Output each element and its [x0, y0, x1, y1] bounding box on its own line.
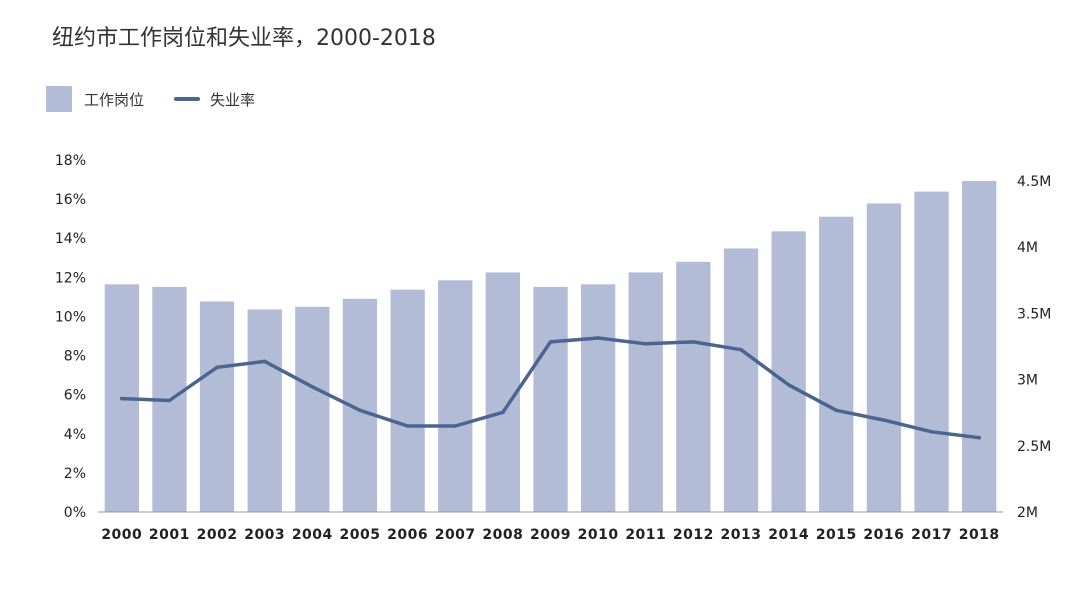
bar-2011: [628, 272, 663, 512]
x-tick-label: 2003: [244, 527, 285, 543]
y-left-tick-label: 2%: [64, 466, 86, 482]
unemployment-point-2009: [548, 340, 553, 344]
unemployment-point-2004: [310, 385, 315, 389]
chart-title: 纽约市工作岗位和失业率，2000-2018: [52, 26, 436, 51]
unemployment-point-2000: [120, 396, 124, 401]
x-tick-label: 2001: [149, 527, 190, 543]
unemployment-point-2002: [215, 365, 219, 370]
legend-label-unemployment: 失业率: [210, 90, 256, 109]
y-left-tick-label: 14%: [55, 231, 86, 247]
x-tick-label: 2016: [863, 527, 904, 543]
bar-2018: [962, 181, 997, 512]
unemployment-point-2015: [834, 408, 839, 413]
unemployment-point-2012: [691, 340, 696, 344]
unemployment-point-2018: [977, 435, 981, 440]
x-tick-label: 2000: [101, 527, 142, 543]
x-tick-label: 2009: [530, 527, 571, 543]
y-left-tick-label: 18%: [55, 153, 86, 169]
y-right-tick-label: 2.5M: [1017, 439, 1051, 455]
bar-2016: [866, 203, 902, 512]
unemployment-point-2016: [882, 418, 886, 422]
y-left-tick-label: 10%: [55, 309, 86, 325]
bar-2006: [390, 289, 425, 512]
x-tick-label: 2014: [768, 527, 809, 543]
x-tick-label: 2011: [625, 527, 666, 543]
x-tick-label: 2015: [816, 527, 857, 543]
unemployment-point-2010: [596, 336, 600, 340]
y-left-tick-label: 12%: [55, 270, 86, 286]
x-tick-label: 2018: [959, 527, 1000, 543]
x-tick-label: 2017: [911, 527, 952, 543]
bar-2010: [581, 284, 616, 512]
unemployment-point-2011: [644, 342, 648, 346]
unemployment-point-2003: [262, 359, 267, 364]
unemployment-point-2005: [358, 408, 362, 413]
x-tick-label: 2006: [387, 527, 428, 543]
x-tick-label: 2005: [340, 527, 381, 543]
unemployment-point-2001: [167, 398, 172, 403]
unemployment-point-2014: [786, 383, 791, 387]
bar-2014: [771, 231, 806, 513]
bar-2013: [723, 248, 759, 512]
unemployment-point-2006: [405, 424, 410, 428]
unemployment-point-2008: [501, 410, 505, 415]
bar-2017: [914, 191, 949, 512]
x-tick-label: 2007: [435, 527, 476, 543]
x-tick-label: 2004: [292, 527, 333, 543]
bar-2015: [819, 216, 854, 512]
y-left-tick-label: 4%: [64, 427, 86, 443]
legend-label-jobs: 工作岗位: [84, 90, 145, 109]
x-tick-label: 2012: [673, 527, 714, 543]
bar-2004: [295, 306, 330, 512]
legend-swatch-jobs: [46, 86, 72, 112]
bar-2007: [438, 280, 473, 512]
legend-swatch-unemployment: [174, 97, 201, 101]
legend-item-unemployment: 失业率: [174, 89, 255, 110]
y-right-tick-label: 4.5M: [1017, 174, 1051, 190]
y-right-tick-label: 3M: [1017, 373, 1038, 389]
bar-2009: [533, 286, 568, 512]
y-right-tick-label: 4M: [1017, 240, 1038, 256]
y-left-tick-label: 6%: [64, 388, 86, 404]
y-left-tick-label: 16%: [55, 192, 86, 208]
y-right-tick-label: 3.5M: [1017, 306, 1051, 322]
x-tick-label: 2010: [578, 527, 619, 543]
legend-item-jobs: 工作岗位: [46, 86, 144, 112]
bar-2012: [676, 261, 711, 512]
x-tick-label: 2008: [482, 527, 523, 543]
bar-2003: [247, 309, 282, 512]
y-left-tick-label: 8%: [64, 349, 86, 365]
y-right-tick-label: 2M: [1017, 505, 1038, 521]
legend: 工作岗位 失业率: [46, 86, 285, 112]
bar-2008: [485, 272, 520, 512]
x-tick-label: 2002: [197, 527, 238, 543]
unemployment-point-2007: [453, 424, 458, 428]
x-tick-label: 2013: [721, 527, 762, 543]
unemployment-point-2017: [929, 430, 934, 434]
bar-2002: [199, 301, 235, 512]
y-left-tick-label: 0%: [64, 505, 86, 521]
unemployment-point-2013: [739, 347, 743, 352]
